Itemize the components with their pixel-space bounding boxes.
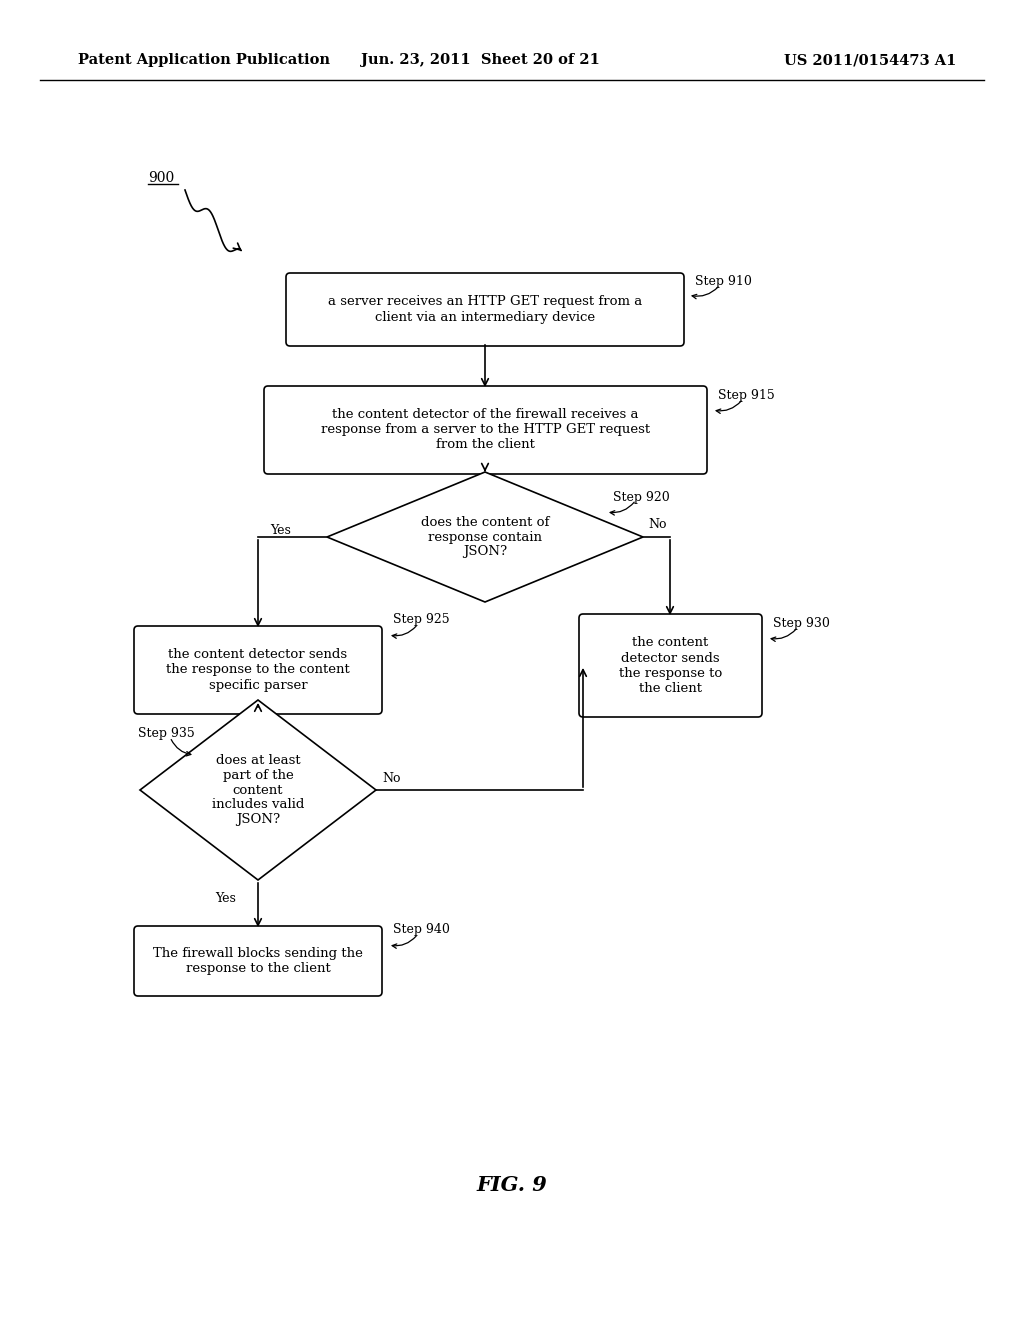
Text: Yes: Yes [215, 891, 236, 904]
Text: Step 920: Step 920 [613, 491, 670, 503]
Text: FIG. 9: FIG. 9 [476, 1175, 548, 1195]
Text: Step 935: Step 935 [138, 726, 195, 739]
Text: No: No [382, 771, 400, 784]
Text: Patent Application Publication: Patent Application Publication [78, 53, 330, 67]
Text: Yes: Yes [270, 524, 291, 536]
Text: Step 925: Step 925 [393, 614, 450, 627]
Text: Jun. 23, 2011  Sheet 20 of 21: Jun. 23, 2011 Sheet 20 of 21 [360, 53, 599, 67]
Polygon shape [327, 473, 643, 602]
FancyBboxPatch shape [286, 273, 684, 346]
Text: 900: 900 [148, 172, 174, 185]
Text: The firewall blocks sending the
response to the client: The firewall blocks sending the response… [153, 946, 362, 975]
Text: the content detector of the firewall receives a
response from a server to the HT: the content detector of the firewall rec… [321, 408, 650, 451]
FancyBboxPatch shape [134, 927, 382, 997]
Text: Step 915: Step 915 [718, 388, 775, 401]
Text: the content detector sends
the response to the content
specific parser: the content detector sends the response … [166, 648, 350, 692]
Text: the content
detector sends
the response to
the client: the content detector sends the response … [618, 636, 722, 694]
Text: No: No [648, 517, 667, 531]
Text: Step 910: Step 910 [695, 276, 752, 289]
FancyBboxPatch shape [579, 614, 762, 717]
Text: a server receives an HTTP GET request from a
client via an intermediary device: a server receives an HTTP GET request fr… [328, 296, 642, 323]
FancyBboxPatch shape [264, 385, 707, 474]
Text: Step 940: Step 940 [393, 924, 450, 936]
Text: does at least
part of the
content
includes valid
JSON?: does at least part of the content includ… [212, 754, 304, 826]
FancyBboxPatch shape [134, 626, 382, 714]
Text: Step 930: Step 930 [773, 616, 829, 630]
Text: US 2011/0154473 A1: US 2011/0154473 A1 [783, 53, 956, 67]
Text: does the content of
response contain
JSON?: does the content of response contain JSO… [421, 516, 549, 558]
Polygon shape [140, 700, 376, 880]
